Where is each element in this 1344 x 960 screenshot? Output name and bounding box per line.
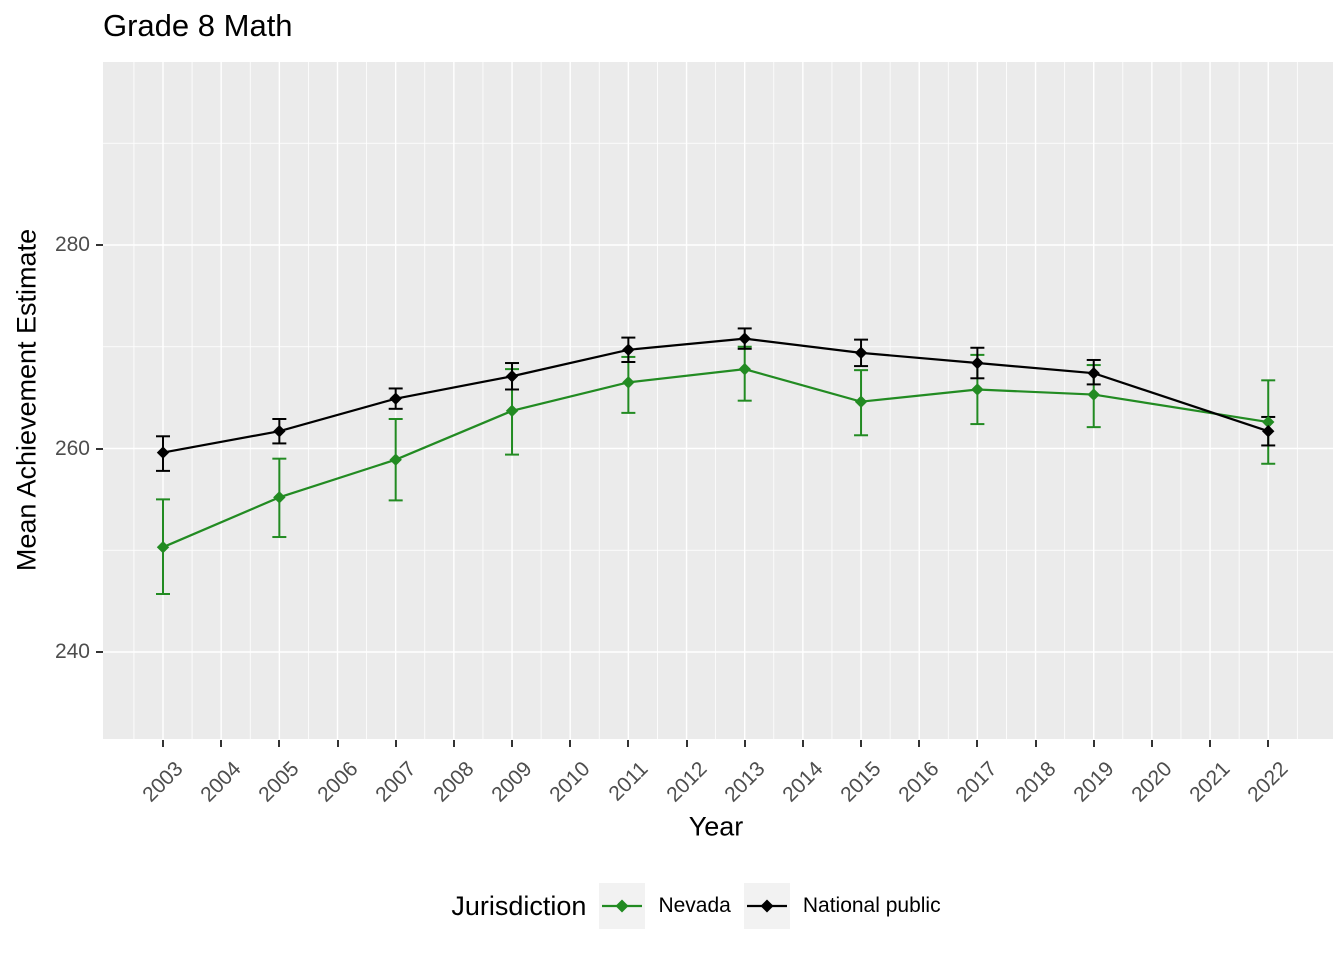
x-tick-2015 [860,740,863,747]
x-tick-2020 [1150,740,1153,747]
data-point-national-public-2017 [971,356,984,370]
y-axis-title: Mean Achievement Estimate [11,228,42,572]
legend-items: Nevada National public [599,883,941,929]
series-line-nevada [162,368,1269,549]
data-point-nevada-2005 [273,491,286,504]
x-tick-2003 [162,740,164,747]
x-tick-label-2020: 2020 [1127,757,1177,807]
x-tick-label-2010: 2010 [545,757,595,807]
x-tick-label-2019: 2019 [1068,757,1119,807]
x-tick-label-2011: 2011 [604,757,653,806]
y-tick-label-280: 280 [54,233,90,256]
y-tick-280 [96,244,103,246]
data-point-nevada-2017 [971,383,984,396]
chart-svg [103,62,1333,739]
legend-item-national-public: National public [743,883,941,929]
y-tick-label-240: 240 [54,640,90,663]
x-tick-label-2007: 2007 [370,757,421,807]
legend: Jurisdiction Nevada National public [24,883,1344,929]
data-point-nevada-2013 [738,362,751,376]
x-tick-label-2018: 2018 [1010,757,1061,807]
x-tick-2018 [1034,740,1037,747]
x-tick-2022 [1267,740,1270,747]
data-point-national-public-2007 [389,392,402,405]
x-tick-2004 [220,740,223,747]
x-tick-2013 [743,740,746,747]
legend-key-nevada [599,883,646,929]
data-point-nevada-2011 [622,376,635,389]
x-tick-2010 [569,740,572,747]
x-tick-2021 [1209,740,1212,747]
x-tick-label-2006: 2006 [312,757,363,807]
x-tick-2016 [918,740,921,747]
legend-key-national-public [743,883,790,929]
x-tick-label-2022: 2022 [1243,757,1293,807]
plot-panel [103,62,1333,739]
x-tick-label-2005: 2005 [254,757,304,807]
x-tick-2017 [976,740,979,747]
data-point-national-public-2005 [273,425,286,438]
legend-item-nevada: Nevada [599,883,731,929]
x-tick-label-2021: 2021 [1185,757,1235,807]
x-tick-label-2004: 2004 [196,757,246,807]
x-tick-2012 [685,740,688,747]
x-tick-2007 [394,740,397,747]
data-point-national-public-2011 [622,343,635,357]
x-tick-2011 [627,740,630,747]
y-tick-label-260: 260 [54,436,90,460]
data-point-national-public-2013 [738,332,751,345]
legend-key-point [615,899,629,913]
y-tick-240 [96,651,103,653]
x-tick-label-2003: 2003 [138,757,188,807]
data-point-national-public-2015 [854,346,868,360]
data-point-nevada-2009 [505,404,519,418]
legend-key-glyph-national-public [746,899,787,913]
x-tick-2019 [1092,740,1095,747]
x-tick-label-2016: 2016 [894,757,944,807]
data-point-nevada-2007 [389,453,402,466]
x-axis-title: Year [688,811,744,842]
x-tick-2009 [511,740,514,747]
data-point-nevada-2015 [854,395,868,408]
series-line-national-public [162,337,1269,454]
legend-key-glyph-nevada [602,899,643,913]
data-point-national-public-2022 [1262,425,1275,438]
x-tick-2014 [801,740,804,747]
legend-label-nevada: Nevada [658,894,731,917]
x-tick-2008 [452,740,455,747]
x-tick-label-2008: 2008 [429,757,479,807]
y-tick-260 [96,447,103,450]
chart-title: Grade 8 Math [103,8,293,43]
data-point-national-public-2009 [505,370,519,383]
legend-key-point [760,899,774,913]
data-point-nevada-2022 [1262,415,1275,429]
x-tick-label-2014: 2014 [778,757,828,807]
x-tick-label-2017: 2017 [952,757,1002,807]
x-tick-2006 [336,740,339,747]
x-tick-label-2009: 2009 [487,757,537,807]
x-tick-2005 [278,740,281,747]
data-point-national-public-2019 [1087,367,1100,380]
data-point-nevada-2003 [156,540,170,554]
x-tick-label-2015: 2015 [836,757,886,807]
legend-title: Jurisdiction [451,890,587,921]
data-point-nevada-2019 [1087,388,1100,401]
legend-label-national-public: National public [802,894,941,917]
